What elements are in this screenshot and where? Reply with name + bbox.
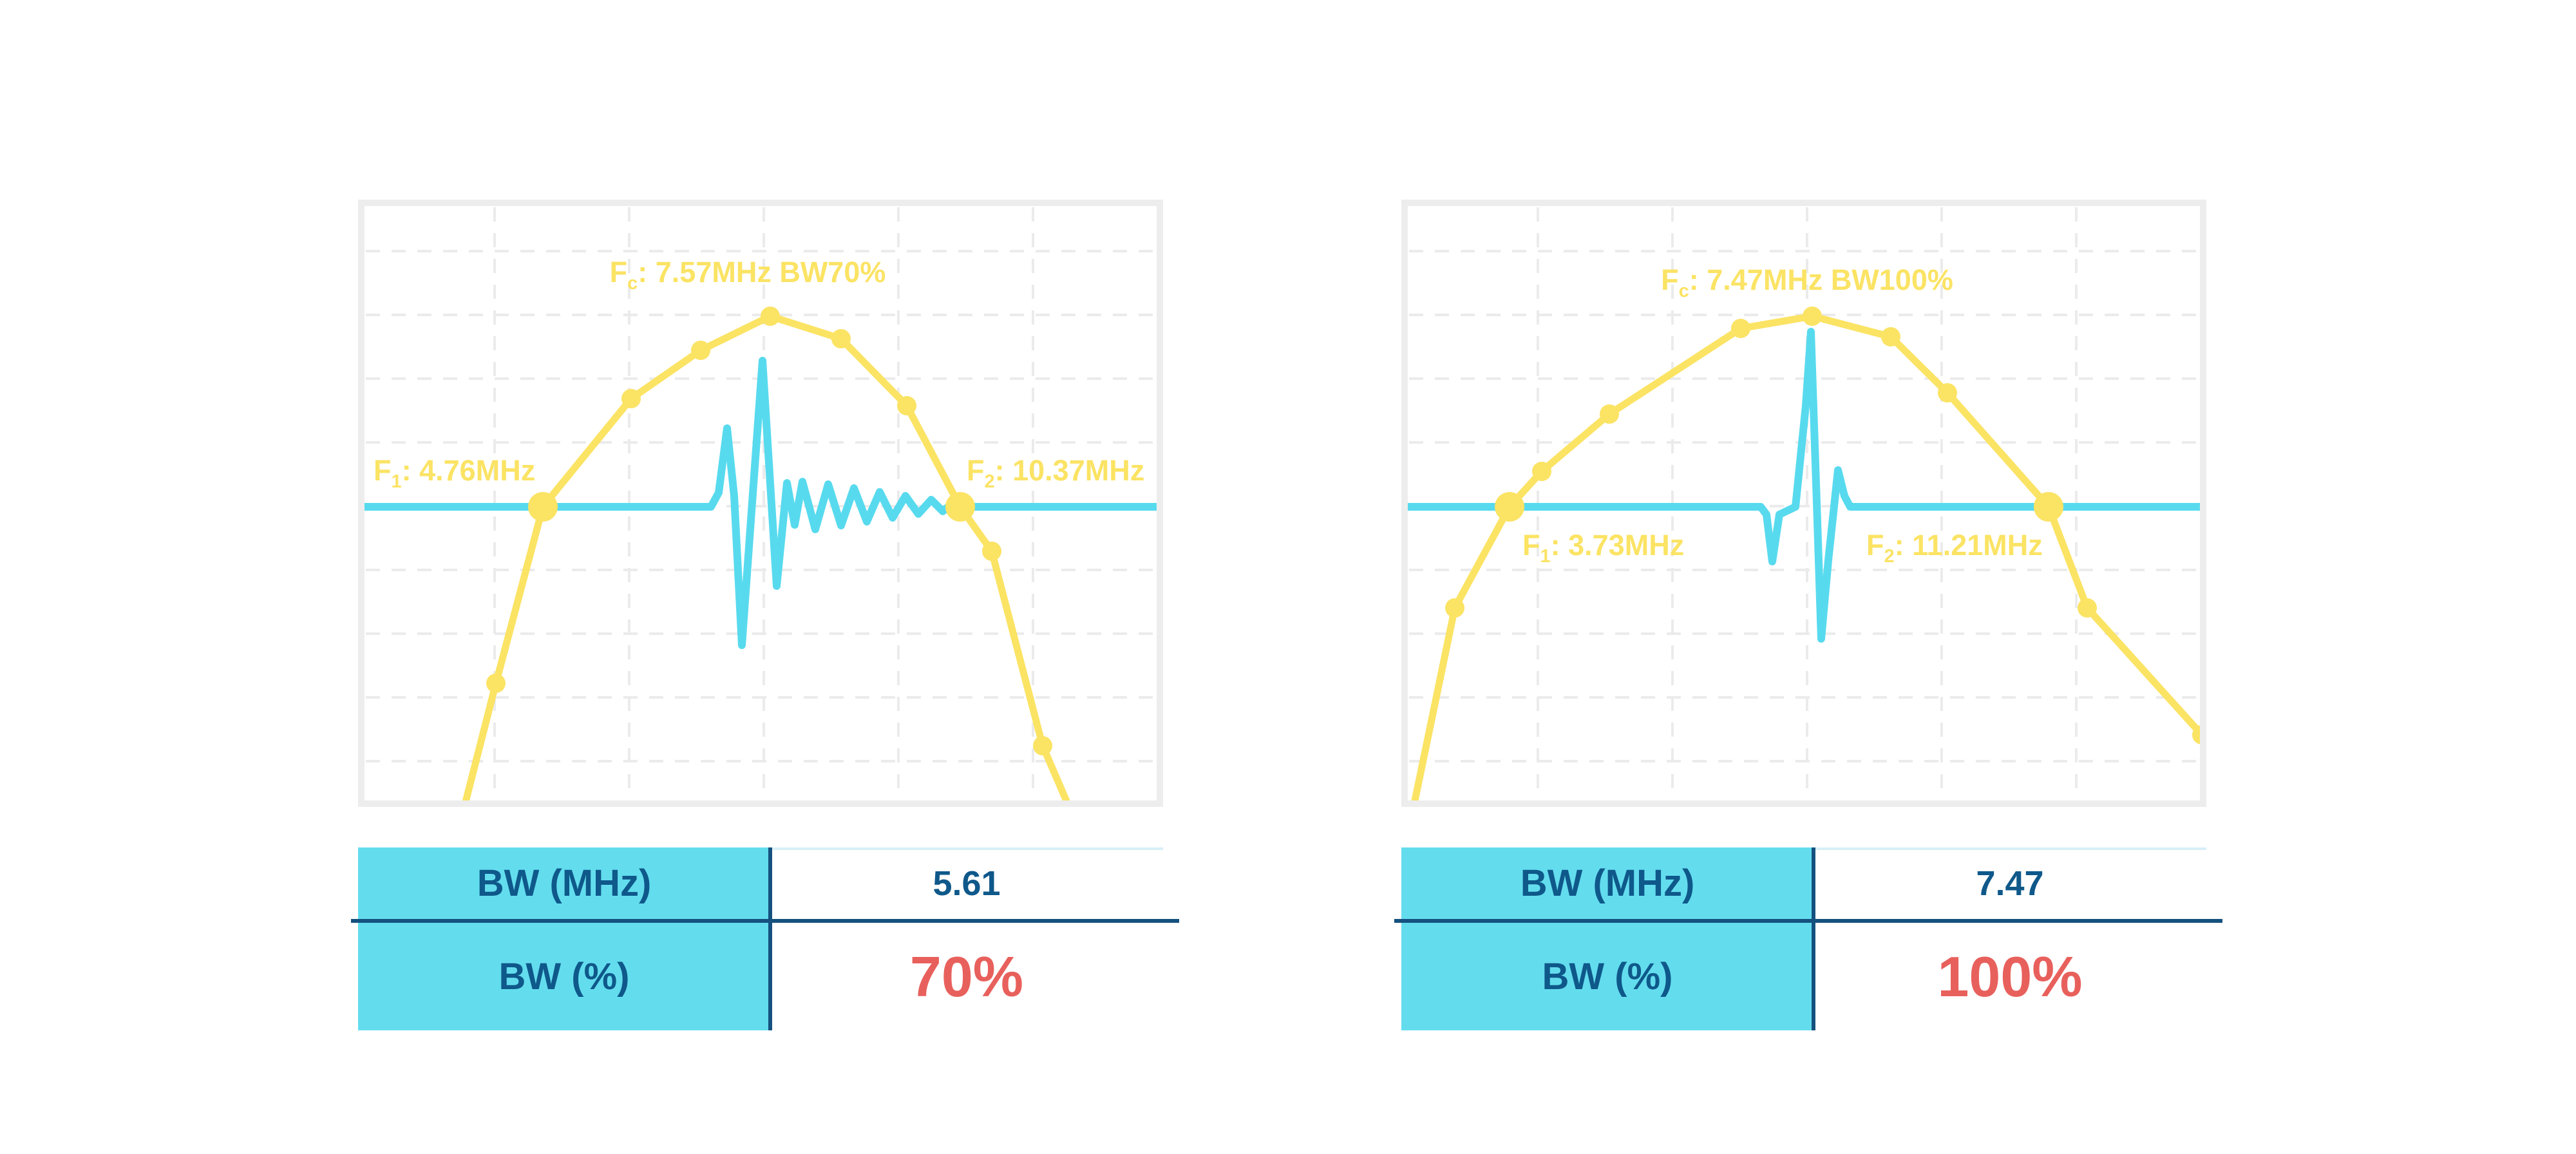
bandwidth-crossing-marker (1495, 492, 1524, 522)
table-label-bw-pct: BW (%) (1542, 956, 1673, 998)
chart-frame (1401, 200, 2206, 807)
table-label-column (358, 847, 770, 1030)
table-row-divider (1394, 919, 2222, 923)
f1-label-base: F (1522, 529, 1540, 562)
table-row-divider (351, 919, 1179, 923)
table-value-bw-pct: 70% (909, 944, 1024, 1008)
spectrum-point-marker (1731, 319, 1750, 338)
spectrum-point-marker (897, 396, 916, 415)
f1-label-base: F (374, 454, 392, 487)
fc-label-base: F (609, 256, 628, 288)
bandwidth-crossing-marker (528, 492, 558, 522)
spectrum-point-marker (1881, 327, 1900, 346)
spectrum-point-marker (2078, 598, 2097, 618)
annotation-center-frequency: Fc: 7.47MHz BW100% (1661, 264, 1953, 302)
chart-bw70: Fc: 7.57MHz BW70% F1: 4.76MHz F2: 10.37M… (358, 200, 1163, 807)
annotation-f2: F2: 11.21MHz (1866, 529, 2043, 567)
f2-label-subscript: 2 (1884, 546, 1895, 567)
pulse-waveform (358, 357, 1163, 649)
chart-bw70-svg (358, 200, 1163, 807)
table-label-column (1401, 847, 1814, 1030)
spectrum-point-marker (1938, 383, 1957, 402)
f2-label-base: F (967, 454, 985, 487)
f1-label-value: : 3.73MHz (1550, 529, 1685, 562)
table-value-bw-mhz: 7.47 (1976, 864, 2044, 903)
annotation-f2: F2: 10.37MHz (967, 455, 1144, 493)
table-column-divider (768, 847, 772, 1030)
fc-label-value: : 7.47MHz BW100% (1689, 263, 1953, 296)
f1-label-subscript: 1 (1540, 546, 1551, 567)
spectrum-point-marker (1803, 307, 1822, 326)
fc-label-subscript: c (1678, 281, 1689, 302)
bandwidth-table: BW (MHz) BW (%) 5.61 70% (351, 847, 1179, 1030)
spectrum-point-marker (1033, 736, 1052, 755)
pulse-waveform (1401, 328, 2206, 643)
fc-label-base: F (1661, 263, 1679, 296)
table-label-bw-mhz: BW (MHz) (1520, 862, 1695, 904)
table-value-bw-mhz: 5.61 (933, 864, 1001, 903)
spectrum-point-marker (982, 542, 1001, 561)
fc-label-value: : 7.57MHz BW70% (638, 256, 886, 288)
spectrum-point-marker (621, 389, 641, 408)
spectrum-point-marker (691, 341, 710, 360)
annotation-center-frequency: Fc: 7.57MHz BW70% (610, 256, 886, 294)
bandwidth-table: BW (MHz) BW (%) 7.47 100% (1394, 847, 2222, 1030)
f1-label-value: : 4.76MHz (401, 454, 536, 487)
bandwidth-crossing-marker (2034, 492, 2063, 522)
spectrum-curve (1410, 312, 2206, 807)
spectrum-point-marker (1532, 462, 1551, 481)
fc-label-subscript: c (627, 273, 638, 294)
chart-bw100: Fc: 7.47MHz BW100% F1: 3.73MHz F2: 11.21… (1401, 200, 2206, 807)
annotation-f1: F1: 3.73MHz (1522, 529, 1684, 567)
f2-label-value: : 10.37MHz (994, 454, 1145, 487)
table-value-bw-pct: 100% (1937, 944, 2083, 1008)
table-label-bw-pct: BW (%) (498, 956, 630, 998)
spectrum-point-marker (761, 307, 780, 326)
f2-label-subscript: 2 (984, 471, 995, 493)
table-label-bw-mhz: BW (MHz) (477, 862, 652, 904)
panel-bw100: Fc: 7.47MHz BW100% F1: 3.73MHz F2: 11.21… (1394, 200, 2222, 1030)
f2-label-value: : 11.21MHz (1894, 529, 2043, 562)
table-value-column (1814, 847, 2206, 1030)
chart-frame (358, 200, 1163, 807)
spectrum-point-marker (1445, 598, 1464, 618)
spectrum-curve (460, 312, 1073, 807)
annotation-f1: F1: 4.76MHz (374, 455, 535, 493)
table-value-column (770, 847, 1163, 1030)
spectrum-point-marker (831, 329, 851, 348)
chart-bw100-svg (1401, 200, 2206, 807)
table-column-divider (1812, 847, 1815, 1030)
f2-label-base: F (1866, 529, 1884, 562)
bandwidth-crossing-marker (945, 492, 975, 522)
panel-bw70: Fc: 7.57MHz BW70% F1: 4.76MHz F2: 10.37M… (351, 200, 1179, 1030)
spectrum-point-marker (1600, 404, 1619, 424)
f1-label-subscript: 1 (391, 471, 402, 493)
spectrum-point-marker (486, 674, 506, 693)
